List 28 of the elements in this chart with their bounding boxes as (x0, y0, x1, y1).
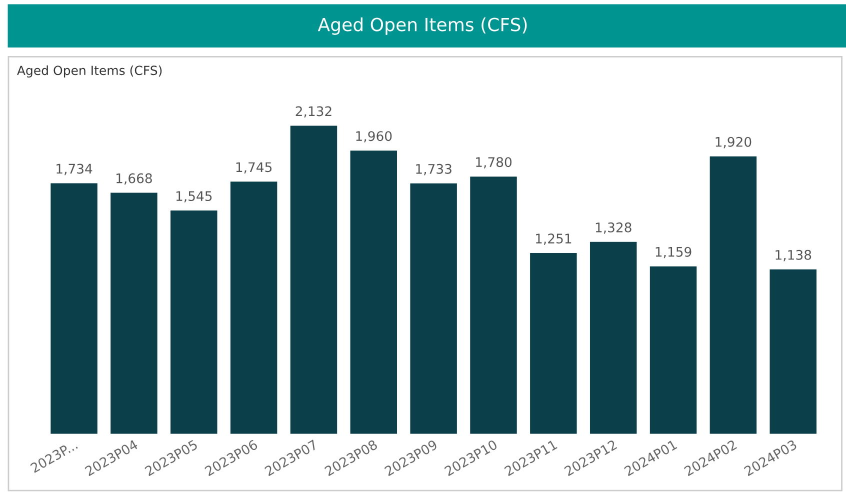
bar (590, 242, 637, 434)
data-label: 1,745 (236, 162, 272, 174)
bar (350, 150, 398, 434)
data-label: 1,734 (56, 164, 92, 176)
bar (470, 176, 517, 434)
bar (230, 182, 278, 434)
data-label: 2,132 (296, 106, 332, 118)
bar (650, 266, 697, 434)
bar (410, 183, 457, 434)
data-label: 1,138 (776, 250, 812, 262)
bar (710, 156, 757, 434)
data-label: 1,920 (716, 136, 752, 148)
chart-title: Aged Open Items (CFS) (318, 17, 527, 35)
data-label: 1,328 (596, 222, 632, 234)
bar (50, 183, 98, 434)
data-label: 1,960 (356, 131, 392, 142)
data-label: 1,733 (416, 164, 452, 176)
bar (770, 269, 816, 434)
data-label: 1,668 (116, 173, 152, 185)
bar (170, 210, 218, 434)
bar (530, 253, 577, 434)
data-label: 1,780 (476, 157, 512, 168)
data-label: 1,251 (536, 234, 572, 245)
data-label: 1,159 (656, 246, 692, 258)
chart-subtitle: Aged Open Items (CFS) (17, 65, 162, 78)
bar (110, 192, 158, 434)
bar (290, 126, 338, 434)
data-label: 1,545 (176, 191, 212, 202)
